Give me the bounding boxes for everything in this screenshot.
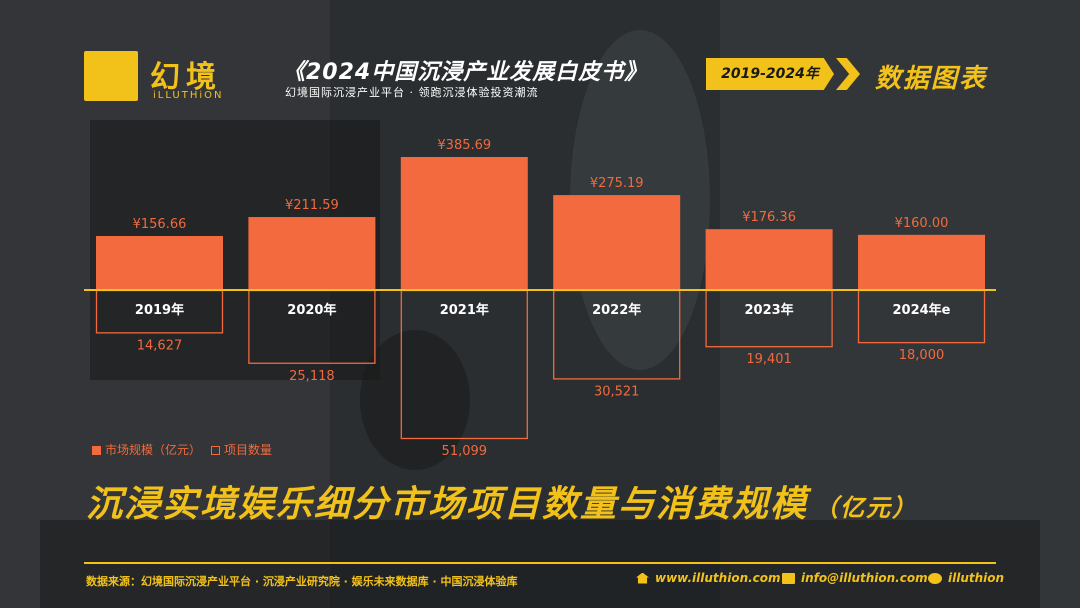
x-tick-label: 2019年 <box>135 302 184 318</box>
project-label: 18,000 <box>899 348 945 363</box>
mail-icon <box>782 572 795 584</box>
section-title: 数据图表 <box>875 64 988 94</box>
report-title: 《2024中国沉浸产业发展白皮书》 <box>283 60 648 85</box>
market-label: ¥275.19 <box>590 176 644 191</box>
main-title: 沉浸实境娱乐细分市场项目数量与消费规模 （亿元） <box>86 484 919 525</box>
market-bar <box>400 157 528 290</box>
x-tick-label: 2020年 <box>287 302 336 318</box>
footer-email[interactable]: info@illuthion.com <box>782 571 928 585</box>
market-label: ¥385.69 <box>437 138 491 153</box>
x-tick-label: 2023年 <box>745 302 794 318</box>
footer-website[interactable]: www.illuthion.com <box>636 571 781 585</box>
year-range-tag: 2019-2024年 <box>706 58 834 90</box>
market-bar <box>248 217 376 290</box>
x-tick-label: 2024年e <box>893 302 951 318</box>
main-title-unit: （亿元） <box>814 494 919 522</box>
footer-wechat[interactable]: illuthion <box>928 571 1004 585</box>
footer-divider <box>84 562 996 564</box>
market-label: ¥176.36 <box>742 210 796 225</box>
brand-subtitle: iLLUTHiON <box>153 90 224 101</box>
brand-name: 幻境 <box>150 60 222 95</box>
project-label: 19,401 <box>746 352 792 367</box>
footer-source: 数据来源：幻境国际沉浸产业平台 · 沉浸产业研究院 · 娱乐未来数据库 · 中国… <box>86 575 518 588</box>
legend-swatch-filled <box>92 446 101 455</box>
project-label: 14,627 <box>137 338 183 353</box>
brand-logo-icon <box>84 51 138 101</box>
legend-projects: 项目数量 <box>211 441 272 458</box>
legend-market: 市场规模（亿元） <box>92 441 201 458</box>
x-tick-label: 2021年 <box>440 302 489 318</box>
market-label: ¥211.59 <box>285 198 339 213</box>
project-label: 25,118 <box>289 369 335 384</box>
market-label: ¥156.66 <box>133 217 187 232</box>
project-bar <box>705 289 833 348</box>
legend-swatch-outline <box>211 446 221 455</box>
market-bar <box>96 235 223 290</box>
report-subtitle: 幻境国际沉浸产业平台 · 领跑沉浸体验投资潮流 <box>285 86 539 99</box>
market-bar <box>705 229 833 290</box>
project-label: 30,521 <box>594 384 640 399</box>
wechat-icon <box>928 572 942 584</box>
project-bar <box>248 289 376 364</box>
x-tick-label: 2022年 <box>592 302 641 318</box>
project-label: 51,099 <box>442 444 488 459</box>
market-bar <box>858 234 985 290</box>
home-icon <box>636 572 649 584</box>
market-label: ¥160.00 <box>895 216 949 231</box>
legend: 市场规模（亿元） 项目数量 <box>92 441 272 458</box>
market-bar <box>553 195 681 290</box>
